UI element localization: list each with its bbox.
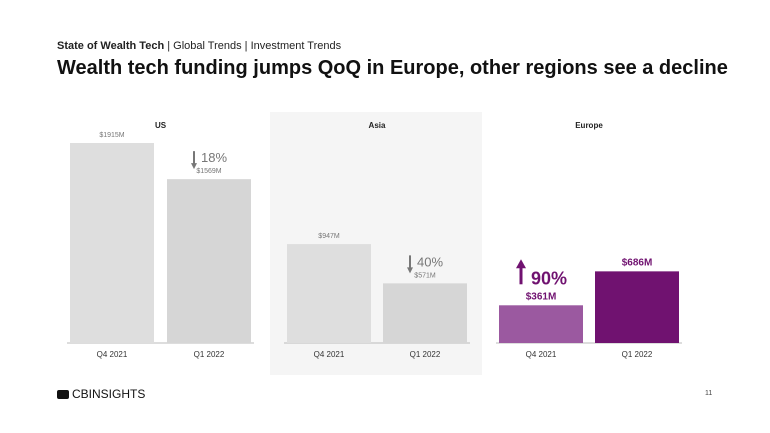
arrow-down-head-icon	[191, 163, 197, 170]
logo-mark-icon	[57, 389, 69, 399]
category-label: Q1 2022	[194, 350, 225, 359]
category-label: Q1 2022	[410, 350, 441, 359]
category-label: Q4 2021	[97, 350, 128, 359]
arrow-down-head-icon	[407, 267, 413, 274]
bar-q1-2022	[595, 271, 679, 343]
breadcrumb-trail: | Global Trends | Investment Trends	[164, 40, 342, 52]
bar-q1-2022	[383, 283, 467, 343]
logo-text: CBINSIGHTS	[72, 387, 146, 401]
cb-insights-logo: CBINSIGHTS	[57, 387, 145, 401]
bar-q4-2021	[287, 244, 371, 343]
bar-q4-2021	[70, 143, 154, 343]
section-name: State of Wealth Tech	[57, 40, 165, 52]
change-percent: 90%	[531, 268, 567, 288]
data-label: $1569M	[196, 168, 221, 175]
page-number: 11	[705, 390, 713, 397]
data-label: $686M	[622, 257, 653, 268]
bar-q1-2022	[167, 179, 251, 343]
data-label: $571M	[414, 272, 436, 279]
data-label: $1915M	[99, 132, 124, 139]
page-title: Wealth tech funding jumps QoQ in Europe,…	[57, 57, 728, 79]
change-percent: 40%	[417, 254, 443, 269]
bar-q4-2021	[499, 305, 583, 343]
category-label: Q4 2021	[526, 350, 557, 359]
panel-title: US	[155, 121, 167, 130]
category-label: Q4 2021	[314, 350, 345, 359]
category-label: Q1 2022	[622, 350, 653, 359]
change-percent: 18%	[201, 150, 227, 165]
data-label: $947M	[318, 233, 340, 240]
data-label: $361M	[526, 291, 557, 302]
breadcrumb: State of Wealth Tech | Global Trends | I…	[57, 40, 341, 52]
panel-title: Europe	[575, 121, 603, 130]
arrow-up-head-icon	[516, 259, 526, 269]
panel-title: Asia	[369, 121, 386, 130]
